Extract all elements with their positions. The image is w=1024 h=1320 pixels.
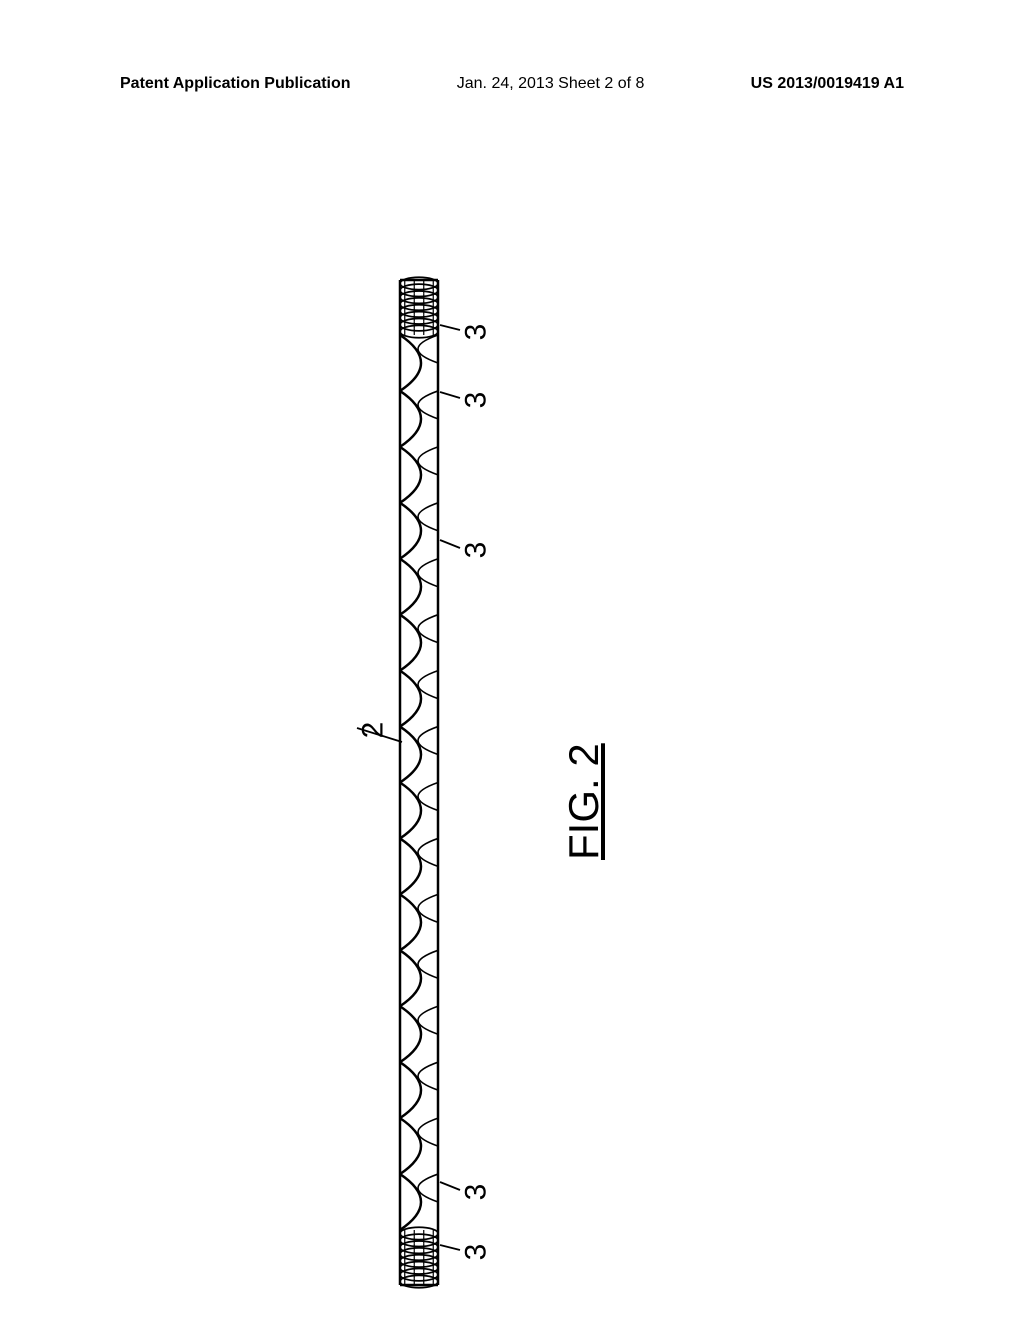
figure-area: FIG. 2 2 3 3 3 3 3 [0, 130, 1024, 1310]
ref-number: 3 [459, 1184, 493, 1201]
figure-label: FIG. 2 [560, 743, 608, 860]
ref-number: 3 [459, 392, 493, 409]
header-center: Jan. 24, 2013 Sheet 2 of 8 [457, 75, 645, 93]
ref-number: 3 [459, 1244, 493, 1261]
ref-number: 3 [459, 324, 493, 341]
ref-number: 2 [356, 722, 390, 739]
ref-number: 3 [459, 542, 493, 559]
header-right: US 2013/0019419 A1 [751, 75, 904, 93]
spring-diagram [0, 130, 1024, 1310]
page-header: Patent Application Publication Jan. 24, … [0, 75, 1024, 93]
header-left: Patent Application Publication [120, 75, 351, 93]
